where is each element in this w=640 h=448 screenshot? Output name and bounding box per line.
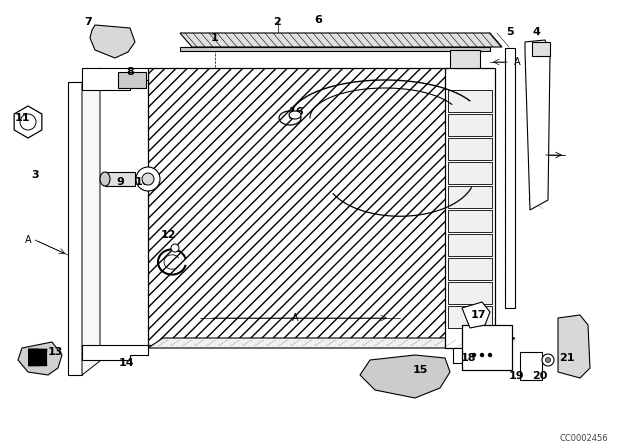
Bar [520, 352, 542, 380]
Bar [448, 282, 492, 304]
Polygon shape [68, 82, 82, 375]
Text: 14: 14 [119, 358, 135, 368]
Bar [105, 172, 135, 186]
Text: 19: 19 [508, 371, 524, 381]
Polygon shape [90, 25, 135, 58]
Text: 10: 10 [134, 177, 150, 187]
Text: 8: 8 [126, 67, 134, 77]
Ellipse shape [100, 172, 110, 186]
Text: A: A [292, 313, 298, 323]
Text: A: A [514, 57, 520, 67]
Text: 16: 16 [289, 107, 305, 117]
Bar [448, 114, 492, 136]
Text: 11: 11 [14, 113, 29, 123]
Bar [445, 68, 495, 348]
Circle shape [171, 244, 179, 252]
Text: 12: 12 [160, 230, 176, 240]
Polygon shape [82, 345, 148, 360]
Text: 20: 20 [532, 371, 548, 381]
Bar [148, 68, 448, 345]
Circle shape [542, 354, 554, 366]
Circle shape [142, 173, 154, 185]
Bar [462, 325, 512, 370]
Bar [448, 234, 492, 256]
Text: 21: 21 [559, 353, 575, 363]
Text: 2: 2 [273, 17, 281, 27]
Polygon shape [82, 68, 100, 375]
Ellipse shape [289, 111, 301, 119]
Polygon shape [82, 68, 148, 90]
Circle shape [136, 167, 160, 191]
Circle shape [472, 353, 476, 357]
Bar [448, 258, 492, 280]
Bar [532, 42, 550, 56]
Text: 5: 5 [506, 27, 514, 37]
Polygon shape [360, 355, 450, 398]
Text: 6: 6 [314, 15, 322, 25]
Text: 17: 17 [470, 310, 486, 320]
Bar [448, 162, 492, 184]
Bar [448, 138, 492, 160]
Bar [505, 48, 515, 308]
Text: 1: 1 [211, 33, 219, 43]
Polygon shape [148, 338, 515, 348]
Text: 7: 7 [84, 17, 92, 27]
Text: 15: 15 [412, 365, 428, 375]
Bar [450, 50, 480, 68]
Text: 4: 4 [532, 27, 540, 37]
Bar [448, 306, 492, 328]
Text: 3: 3 [31, 170, 39, 180]
Text: A: A [25, 235, 31, 245]
Polygon shape [462, 302, 490, 328]
Polygon shape [558, 315, 590, 378]
Bar [448, 186, 492, 208]
Circle shape [480, 353, 484, 357]
Polygon shape [525, 40, 550, 210]
Bar [118, 72, 146, 88]
Text: 18: 18 [460, 353, 476, 363]
Bar [453, 348, 478, 363]
Text: 9: 9 [116, 177, 124, 187]
Text: 13: 13 [47, 347, 63, 357]
Polygon shape [180, 47, 490, 51]
Text: CC0002456: CC0002456 [559, 434, 608, 443]
Circle shape [545, 358, 550, 362]
Bar [448, 90, 492, 112]
Polygon shape [18, 342, 62, 375]
Bar [448, 210, 492, 232]
Polygon shape [180, 33, 502, 47]
Circle shape [488, 353, 492, 357]
